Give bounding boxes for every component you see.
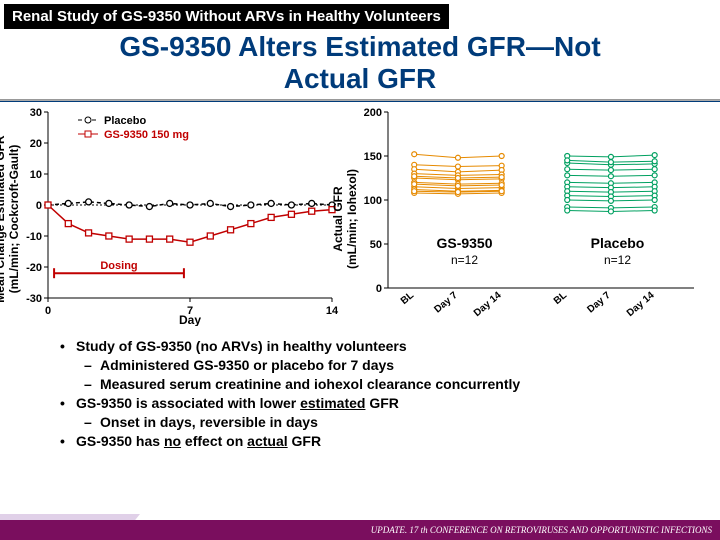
svg-text:n=12: n=12 (604, 253, 631, 267)
footer-bar: UPDATE. 17 th CONFERENCE ON RETROVIRUSES… (0, 520, 720, 540)
svg-text:20: 20 (30, 138, 42, 150)
svg-text:GS-9350 150 mg: GS-9350 150 mg (104, 129, 189, 141)
bullet-item: GS-9350 is associated with lower estimat… (60, 394, 680, 413)
svg-text:Day 14: Day 14 (472, 290, 504, 319)
bullet-item: Measured serum creatinine and iohexol cl… (60, 375, 680, 394)
title-line1: GS-9350 Alters Estimated GFR—Not (119, 31, 600, 62)
svg-text:Day 14: Day 14 (625, 290, 657, 319)
svg-text:0: 0 (45, 305, 51, 317)
svg-text:30: 30 (30, 107, 42, 119)
chart2-svg: 0 50 100 150 200 BL Day 7 Day 14 GS-9350 n=12 BL Da… (348, 106, 698, 326)
study-banner: Renal Study of GS-9350 Without ARVs in H… (4, 4, 449, 29)
svg-text:10: 10 (30, 169, 42, 181)
bullet-item: GS-9350 has no effect on actual GFR (60, 432, 680, 451)
bullet-item: Study of GS-9350 (no ARVs) in healthy vo… (60, 337, 680, 356)
svg-text:n=12: n=12 (451, 253, 478, 267)
chart2-ylabel: Actual GFR(mL/min; Iohexol) (331, 119, 359, 319)
svg-text:-30: -30 (26, 293, 42, 305)
svg-text:Placebo: Placebo (104, 115, 146, 127)
svg-text:BL: BL (399, 290, 416, 307)
svg-text:150: 150 (364, 151, 382, 163)
svg-text:200: 200 (364, 107, 382, 119)
svg-text:100: 100 (364, 195, 382, 207)
title-line2: Actual GFR (284, 63, 436, 94)
svg-text:Dosing: Dosing (100, 261, 137, 273)
bullet-item: Administered GS-9350 or placebo for 7 da… (60, 356, 680, 375)
divider (0, 99, 720, 102)
svg-text:-20: -20 (26, 262, 42, 274)
svg-text:0: 0 (376, 283, 382, 295)
chart-estimated-gfr: Mean Change Estimated GFR(mL/min; Cockcr… (10, 106, 340, 331)
svg-text:0: 0 (36, 200, 42, 212)
chart1-ylabel: Mean Change Estimated GFR(mL/min; Cockcr… (0, 119, 21, 319)
svg-text:50: 50 (370, 239, 382, 251)
svg-text:GS-9350: GS-9350 (436, 235, 492, 251)
slide-title: GS-9350 Alters Estimated GFR—Not Actual … (0, 29, 720, 97)
bullet-list: Study of GS-9350 (no ARVs) in healthy vo… (0, 331, 720, 450)
svg-text:Day 7: Day 7 (585, 290, 613, 316)
svg-text:Day: Day (179, 313, 201, 326)
chart-actual-gfr: Actual GFR(mL/min; Iohexol) 050100150200… (348, 106, 698, 331)
charts-row: Mean Change Estimated GFR(mL/min; Cockcr… (0, 106, 720, 331)
svg-text:-10: -10 (26, 231, 42, 243)
svg-text:Placebo: Placebo (591, 235, 645, 251)
svg-text:BL: BL (552, 290, 569, 307)
footer-text: UPDATE. 17 th CONFERENCE ON RETROVIRUSES… (371, 525, 712, 535)
chart1-svg: 3020100-10-20-300714DayDosingPlaceboGS-9… (10, 106, 340, 326)
svg-text:Day 7: Day 7 (432, 290, 460, 316)
bullet-item: Onset in days, reversible in days (60, 413, 680, 432)
